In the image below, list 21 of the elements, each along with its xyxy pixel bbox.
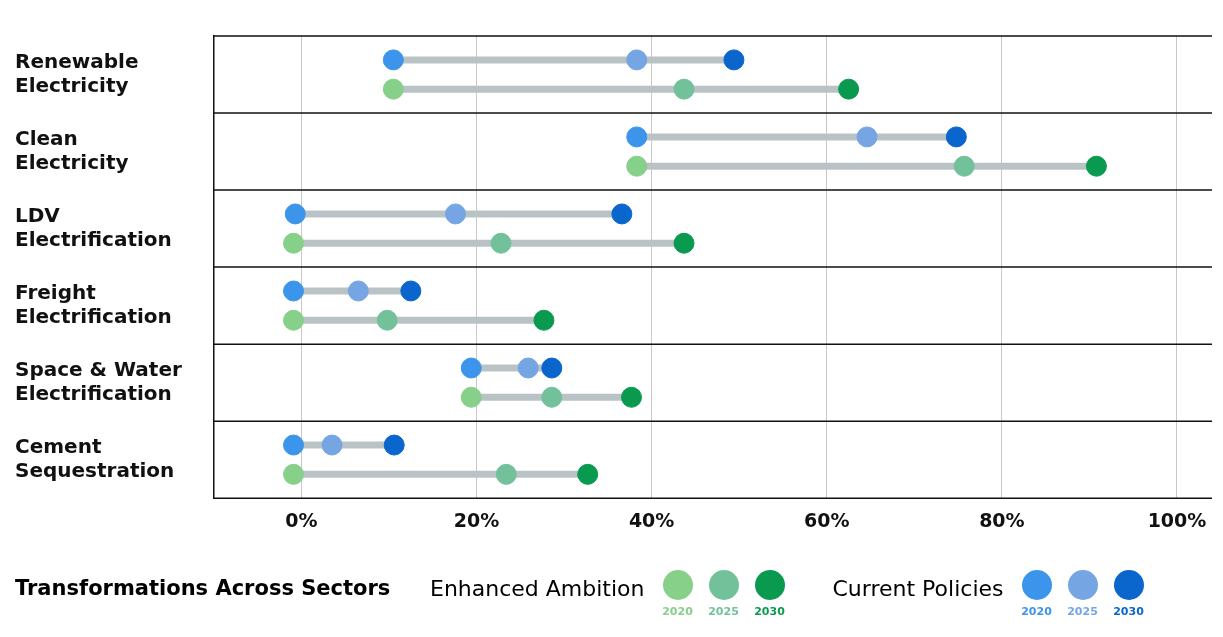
x-tick-label: 0% (285, 508, 318, 531)
text: 2020 (662, 605, 693, 618)
text: Transformations Across Sectors (15, 575, 392, 600)
y-tick-label: Freight Electrification (15, 279, 172, 328)
text: 2030 (754, 605, 785, 618)
x-tick-label: 100% (1147, 508, 1207, 531)
y-tick-label: LDV Electrification (15, 202, 172, 251)
text: 2025 (708, 605, 739, 618)
x-tick-label: 60% (804, 508, 850, 531)
y-tick-label: Clean Electricity (15, 125, 129, 174)
text: Current Policies (832, 575, 1004, 601)
x-tick-label: 80% (979, 508, 1025, 531)
text: 2020 (1021, 605, 1052, 618)
x-tick-label: 40% (628, 508, 675, 531)
text: 2025 (1067, 605, 1098, 618)
y-tick-label: Renewable Electricity (15, 48, 139, 97)
text: 2030 (1113, 605, 1144, 618)
y-tick-label: Cement Sequestration (15, 433, 175, 482)
text: Enhanced Ambition (430, 575, 645, 601)
y-tick-label: Space & Water Electrification (15, 356, 182, 405)
x-tick-label: 20% (453, 508, 500, 531)
